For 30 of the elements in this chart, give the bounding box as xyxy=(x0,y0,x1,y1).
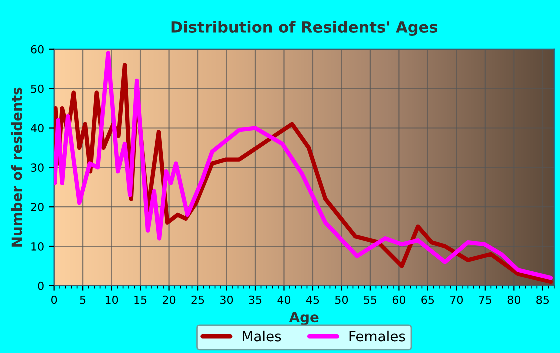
y-tick-label: 0 xyxy=(38,282,44,290)
x-tick-label: 5 xyxy=(80,296,86,304)
x-tick-label: 85 xyxy=(536,296,550,304)
x-tick-label: 55 xyxy=(364,296,377,304)
y-tick-label: 40 xyxy=(31,124,44,133)
x-tick-label: 10 xyxy=(106,296,118,304)
x-tick-label: 80 xyxy=(508,296,520,304)
x-tick-label: 45 xyxy=(306,296,320,304)
x-tick-label: 35 xyxy=(249,296,262,304)
y-axis-title: Number of residents xyxy=(11,88,22,247)
x-tick-label: 40 xyxy=(278,296,291,304)
chart-title: Distribution of Residents' Ages xyxy=(172,21,438,36)
legend-label: Males xyxy=(243,330,282,342)
y-tick-label: 20 xyxy=(31,203,44,212)
x-tick-label: 0 xyxy=(52,296,58,304)
x-tick-label: 30 xyxy=(220,296,234,304)
x-tick-label: 65 xyxy=(422,296,434,304)
x-tick-label: 15 xyxy=(134,296,147,304)
y-tick-label: 50 xyxy=(31,84,44,94)
y-tick-label: 60 xyxy=(31,45,44,54)
x-tick-label: 20 xyxy=(163,296,176,304)
x-tick-label: 50 xyxy=(336,296,348,304)
x-axis-title: Age xyxy=(289,312,319,326)
y-tick-label: 30 xyxy=(31,164,44,172)
x-tick-label: 70 xyxy=(450,296,464,304)
x-tick-label: 60 xyxy=(392,296,406,304)
x-tick-label: 25 xyxy=(192,296,204,304)
legend-label: Females xyxy=(350,330,406,342)
y-tick-label: 10 xyxy=(32,242,44,251)
x-tick-label: 75 xyxy=(479,296,492,304)
